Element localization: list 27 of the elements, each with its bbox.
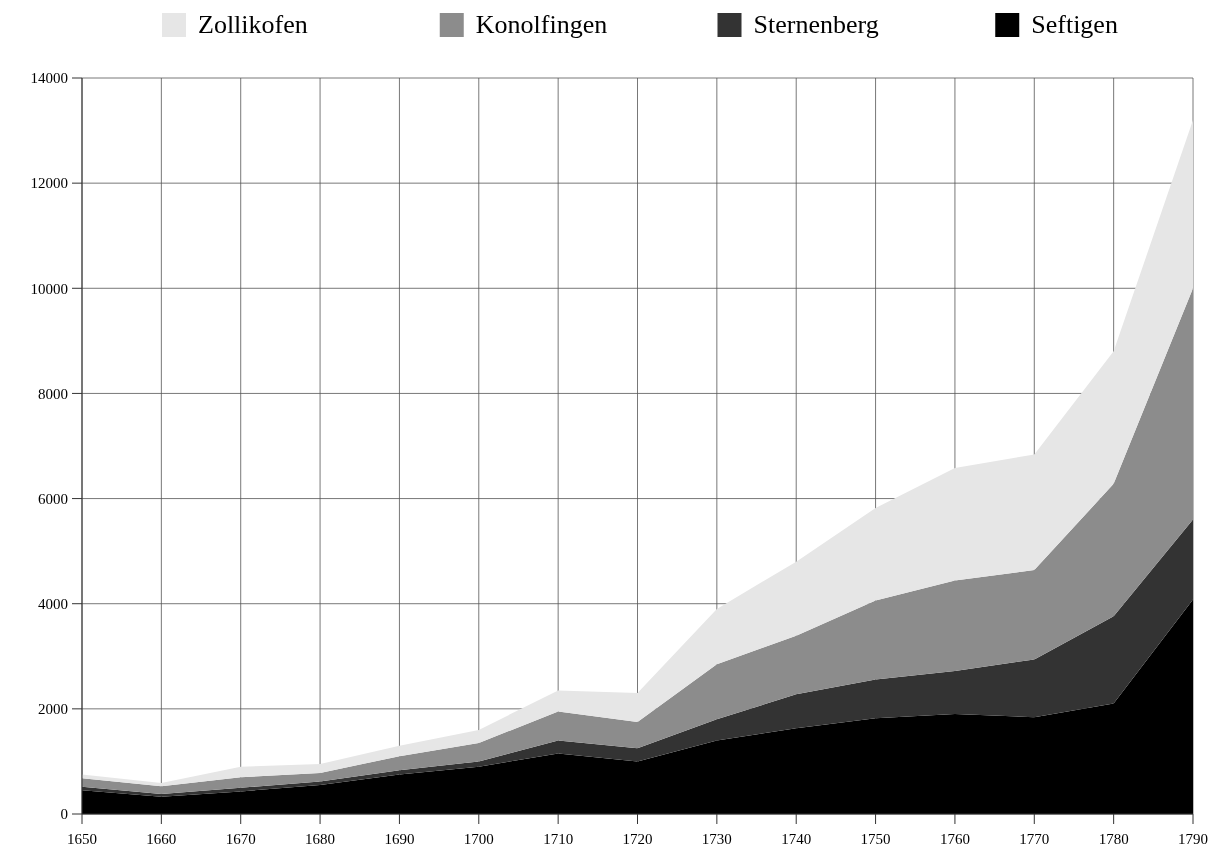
x-tick-label: 1670	[225, 831, 256, 847]
legend-label: Seftigen	[1031, 10, 1118, 39]
x-tick-label: 1760	[939, 831, 970, 847]
x-tick-label: 1780	[1098, 831, 1129, 847]
y-tick-label: 8000	[38, 385, 68, 402]
y-tick-label: 0	[60, 806, 68, 823]
y-tick-label: 6000	[38, 490, 68, 507]
x-tick-label: 1680	[305, 831, 336, 847]
y-tick-label: 10000	[30, 280, 68, 297]
x-tick-label: 1700	[463, 831, 494, 847]
legend-label: Zollikofen	[198, 10, 308, 39]
x-tick-label: 1650	[67, 831, 97, 847]
x-tick-label: 1720	[622, 831, 653, 847]
x-tick-label: 1740	[781, 831, 812, 847]
legend-label: Sternenberg	[753, 10, 879, 39]
y-tick-label: 14000	[30, 70, 68, 87]
x-tick-label: 1710	[543, 831, 574, 847]
y-tick-label: 12000	[30, 175, 68, 192]
x-tick-label: 1690	[384, 831, 415, 847]
y-tick-label: 4000	[38, 595, 68, 612]
x-tick-label: 1770	[1019, 831, 1050, 847]
x-tick-label: 1660	[146, 831, 177, 847]
x-tick-label: 1730	[701, 831, 732, 847]
x-tick-label: 1790	[1178, 831, 1208, 847]
legend-label: Konolfingen	[475, 10, 608, 39]
x-tick-label: 1750	[860, 831, 891, 847]
y-tick-label: 2000	[38, 701, 68, 718]
